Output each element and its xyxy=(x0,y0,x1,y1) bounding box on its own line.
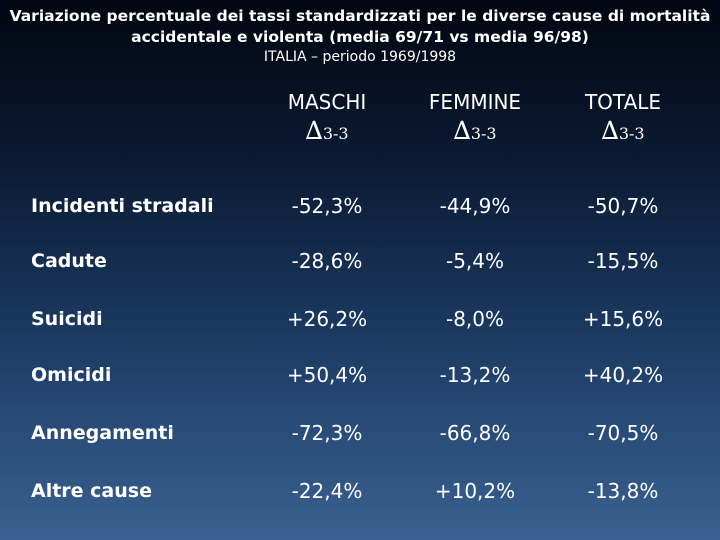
value-cell-totale: -50,7% xyxy=(587,194,659,218)
row-label: Suicidi xyxy=(31,308,103,330)
delta-label: ∆3-3 xyxy=(252,116,402,149)
column-name: TOTALE xyxy=(584,90,662,114)
row-label: Cadute xyxy=(31,250,107,272)
column-header-maschi: MASCHI ∆3-3 xyxy=(252,90,402,149)
value-cell-maschi: +50,4% xyxy=(286,363,368,387)
row-label: Incidenti stradali xyxy=(31,195,214,217)
value-cell-totale: -13,8% xyxy=(587,479,659,503)
column-name: FEMMINE xyxy=(428,90,522,114)
table-row: Cadute -28,6% -5,4% -15,5% xyxy=(0,241,720,281)
value-cell-femmine: -44,9% xyxy=(439,194,511,218)
column-name: MASCHI xyxy=(287,90,367,114)
value-cell-femmine: -66,8% xyxy=(439,421,511,445)
delta-label: ∆3-3 xyxy=(548,116,698,149)
delta-symbol: ∆ xyxy=(601,116,619,145)
value-cell-maschi: -22,4% xyxy=(291,479,363,503)
slide-subtitle: ITALIA – periodo 1969/1998 xyxy=(263,49,457,65)
value-cell-totale: +40,2% xyxy=(582,363,664,387)
value-cell-femmine: -8,0% xyxy=(445,307,505,331)
delta-symbol: ∆ xyxy=(305,116,323,145)
column-header-femmine: FEMMINE ∆3-3 xyxy=(400,90,550,149)
value-cell-totale: +15,6% xyxy=(582,307,664,331)
row-label: Omicidi xyxy=(31,364,112,386)
value-cell-femmine: -13,2% xyxy=(439,363,511,387)
slide-title: Variazione percentuale dei tassi standar… xyxy=(9,7,711,46)
value-cell-maschi: -52,3% xyxy=(291,194,363,218)
value-cell-maschi: -72,3% xyxy=(291,421,363,445)
table-row: Suicidi +26,2% -8,0% +15,6% xyxy=(0,299,720,339)
delta-label: ∆3-3 xyxy=(400,116,550,149)
delta-symbol: ∆ xyxy=(453,116,471,145)
table-row: Omicidi +50,4% -13,2% +40,2% xyxy=(0,355,720,395)
value-cell-maschi: +26,2% xyxy=(286,307,368,331)
value-cell-femmine: -5,4% xyxy=(445,249,505,273)
delta-subscript: 3-3 xyxy=(322,124,349,143)
value-cell-maschi: -28,6% xyxy=(291,249,363,273)
delta-subscript: 3-3 xyxy=(618,124,645,143)
table-row: Incidenti stradali -52,3% -44,9% -50,7% xyxy=(0,186,720,226)
table-row: Altre cause -22,4% +10,2% -13,8% xyxy=(0,471,720,511)
row-label: Annegamenti xyxy=(31,422,174,444)
delta-subscript: 3-3 xyxy=(470,124,497,143)
column-header-totale: TOTALE ∆3-3 xyxy=(548,90,698,149)
value-cell-femmine: +10,2% xyxy=(434,479,516,503)
value-cell-totale: -70,5% xyxy=(587,421,659,445)
value-cell-totale: -15,5% xyxy=(587,249,659,273)
table-row: Annegamenti -72,3% -66,8% -70,5% xyxy=(0,413,720,453)
row-label: Altre cause xyxy=(31,480,152,502)
